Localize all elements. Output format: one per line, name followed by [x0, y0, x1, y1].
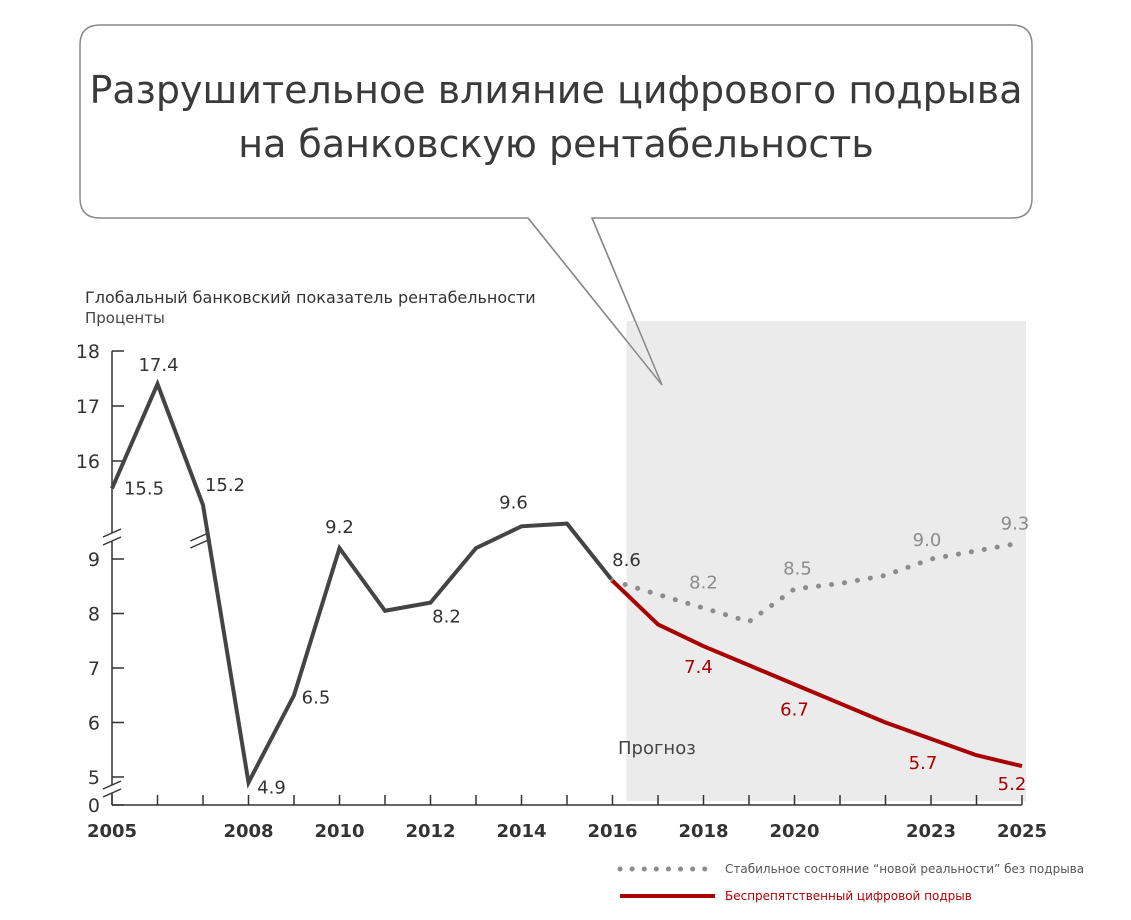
chart-title-line2: на банковскую рентабельность	[238, 122, 874, 166]
series-break-mark	[190, 532, 209, 542]
data-label-disruption: 5.7	[909, 753, 938, 774]
data-label-stable: 9.3	[1001, 514, 1030, 535]
x-tick-label: 2012	[405, 821, 455, 842]
y-tick-label: 6	[88, 713, 100, 735]
data-label-historical: 15.5	[124, 479, 164, 500]
data-labels: 15.5 17.4 15.2 4.9 6.5 9.2 8.2 9.6 8.6 8.2 8.5 9.0 9…	[124, 355, 1029, 798]
line-stable	[610, 540, 1025, 625]
data-label-disruption: 5.2	[998, 774, 1027, 795]
x-tick-label: 2018	[678, 821, 728, 842]
forecast-label: Прогноз	[618, 738, 696, 759]
data-label-historical: 17.4	[138, 355, 178, 376]
y-axis-break-mark	[102, 528, 122, 538]
y-axis-zero-break-mark	[102, 788, 122, 798]
data-label-disruption: 7.4	[684, 657, 713, 678]
y-tick-label: 7	[88, 658, 100, 680]
data-label-stable: 8.2	[689, 573, 718, 594]
x-tick-label: 2025	[997, 821, 1047, 842]
data-label-historical: 9.6	[499, 492, 528, 513]
series-lines	[110, 378, 1025, 789]
x-tick-label: 2016	[587, 821, 637, 842]
x-tick-label: 2010	[314, 821, 364, 842]
x-tick-label: 2005	[87, 821, 137, 842]
data-label-disruption: 6.7	[780, 699, 809, 720]
data-label-historical: 15.2	[205, 475, 245, 496]
y-axis-units: Проценты	[85, 309, 165, 327]
data-label-stable: 9.0	[913, 530, 942, 551]
data-label-stable: 8.5	[783, 558, 812, 579]
title-bubble-tail-left	[591, 217, 663, 386]
x-tick-label: 2014	[496, 821, 546, 842]
y-axis-break-mark	[102, 536, 122, 546]
y-tick-label: 18	[76, 341, 100, 363]
series-break-mark	[190, 539, 209, 549]
line-disruption	[611, 579, 1023, 769]
line-historical	[110, 378, 615, 789]
data-label-historical: 9.2	[325, 517, 354, 538]
y-tick-label: 0	[88, 795, 100, 817]
data-label-historical: 8.2	[432, 607, 461, 628]
legend: Стабильное состояние “новой реальности” …	[617, 862, 1084, 903]
x-tick-label: 2008	[223, 821, 273, 842]
y-tick-label: 17	[76, 396, 100, 418]
y-axis-zero-break-mark	[102, 780, 122, 790]
legend-label-disruption: Беспрепятственный цифровой подрыв	[725, 889, 972, 903]
y-tick-label: 5	[88, 767, 100, 789]
data-label-historical: 6.5	[302, 687, 331, 708]
x-tick-label: 2023	[906, 821, 956, 842]
y-tick-label: 16	[76, 451, 100, 473]
chart-title-line1: Разрушительное влияние цифрового подрыва	[89, 68, 1022, 112]
title-bubble-tail-right	[527, 217, 663, 386]
chart-subtitle: Глобальный банковский показатель рентабе…	[85, 288, 536, 307]
x-tick-label: 2020	[769, 821, 819, 842]
axes: 0 5 6 7 8 9 16 17 18 2005 2008 2010 2012 2014 2016 2018…	[76, 341, 1047, 842]
forecast-region	[626, 321, 1026, 801]
data-label-historical: 8.6	[612, 550, 641, 571]
y-tick-label: 8	[88, 604, 100, 626]
y-tick-label: 9	[88, 549, 100, 571]
legend-label-stable: Стабильное состояние “новой реальности” …	[725, 862, 1084, 876]
data-label-historical: 4.9	[257, 777, 286, 798]
